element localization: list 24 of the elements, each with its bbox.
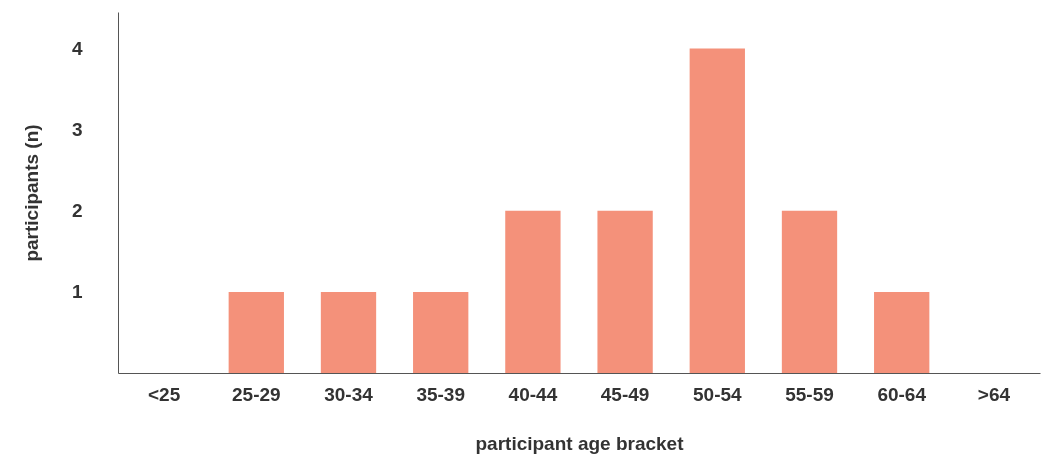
- bar: [781, 210, 838, 373]
- x-tick-label: 55-59: [785, 383, 834, 405]
- bar: [320, 291, 377, 373]
- y-tick-label: 2: [71, 200, 83, 222]
- bar: [228, 291, 284, 373]
- bar: [413, 291, 469, 373]
- x-tick-label: 50-54: [693, 383, 743, 405]
- x-tick-label: 25-29: [232, 383, 281, 405]
- x-tick-label: 30-34: [324, 383, 374, 405]
- x-tick-label: <25: [147, 383, 181, 405]
- bar: [597, 210, 653, 373]
- x-tick-label: 60-64: [877, 383, 927, 405]
- y-tick-label: 1: [71, 281, 83, 303]
- x-axis-title: participant age bracket: [475, 432, 685, 454]
- x-tick-label: 35-39: [416, 383, 465, 405]
- bar: [874, 291, 930, 373]
- y-tick-label: 3: [71, 119, 83, 141]
- x-tick-label: 45-49: [600, 383, 650, 405]
- bar: [689, 48, 745, 373]
- x-tick-label: 40-44: [508, 383, 558, 405]
- x-tick-label: >64: [977, 383, 1011, 405]
- bar: [505, 210, 561, 373]
- y-tick-label: 4: [71, 38, 83, 60]
- y-axis-title: participants (n): [20, 124, 42, 262]
